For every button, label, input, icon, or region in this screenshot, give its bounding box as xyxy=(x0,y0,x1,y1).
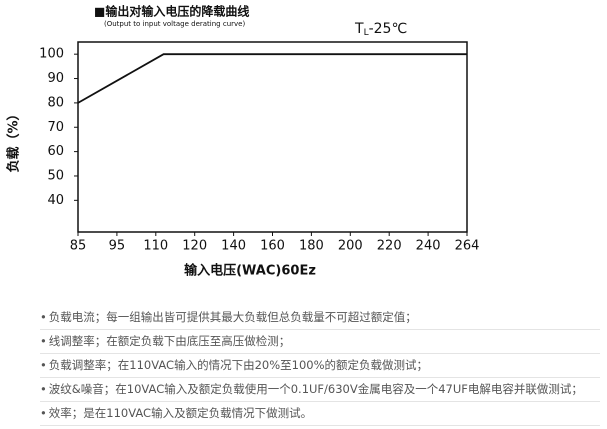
x-tick-label: 85 xyxy=(70,239,87,254)
chart-title: ■输出对输入电压的降载曲线 xyxy=(94,4,249,19)
chart-subtitle: (Output to input voltage derating curve) xyxy=(104,20,245,28)
derating-line xyxy=(77,53,467,104)
note: 负载调整率；在110VAC输入的情况下由20%至100%的额定负载做测试； xyxy=(40,354,600,378)
x-tick-label: 200 xyxy=(338,239,363,254)
notes: 负载电流；每一组输出皆可提供其最大负载但总负载量不可超过额定值；线调整率；在额定… xyxy=(40,306,600,426)
y-tick-label: 80 xyxy=(47,95,64,110)
x-axis-label: 输入电压(WAC)60Ez xyxy=(184,263,316,279)
annotation-main: T xyxy=(354,21,364,37)
y-tick-label: 50 xyxy=(47,168,64,183)
note: 波纹&噪音；在10VAC输入及额定负载使用一个0.1UF/630V金属电容及一个… xyxy=(40,378,600,402)
x-tick-label: 110 xyxy=(143,239,168,254)
annotation: TL-25℃ xyxy=(354,21,407,38)
y-tick-label: 70 xyxy=(47,120,64,135)
note: 线调整率；在额定负载下由底压至高压做检测； xyxy=(40,330,600,354)
x-tick-label: 160 xyxy=(260,239,285,254)
x-tick-label: 140 xyxy=(221,239,246,254)
annotation-sub: L xyxy=(364,28,369,38)
x-tick-label: 180 xyxy=(299,239,324,254)
note: 负载电流；每一组输出皆可提供其最大负载但总负载量不可超过额定值； xyxy=(40,306,600,330)
x-tick-label: 220 xyxy=(377,239,402,254)
x-tick-label: 95 xyxy=(109,239,126,254)
y-axis-label: 负载（%） xyxy=(6,107,22,172)
x-tick-label: 264 xyxy=(455,239,480,254)
y-tick-label: 40 xyxy=(47,193,64,208)
y-tick-label: 100 xyxy=(39,47,64,62)
x-tick-label: 120 xyxy=(182,239,207,254)
annotation-rest: -25℃ xyxy=(369,21,408,37)
note: 效率；是在110VAC输入及额定负载情况下做测试。 xyxy=(40,402,600,426)
y-tick-label: 90 xyxy=(47,71,64,86)
y-tick-label: 60 xyxy=(47,144,64,159)
x-tick-label: 240 xyxy=(416,239,441,254)
chart: ■输出对输入电压的降载曲线 (Output to input voltage d… xyxy=(6,4,480,279)
